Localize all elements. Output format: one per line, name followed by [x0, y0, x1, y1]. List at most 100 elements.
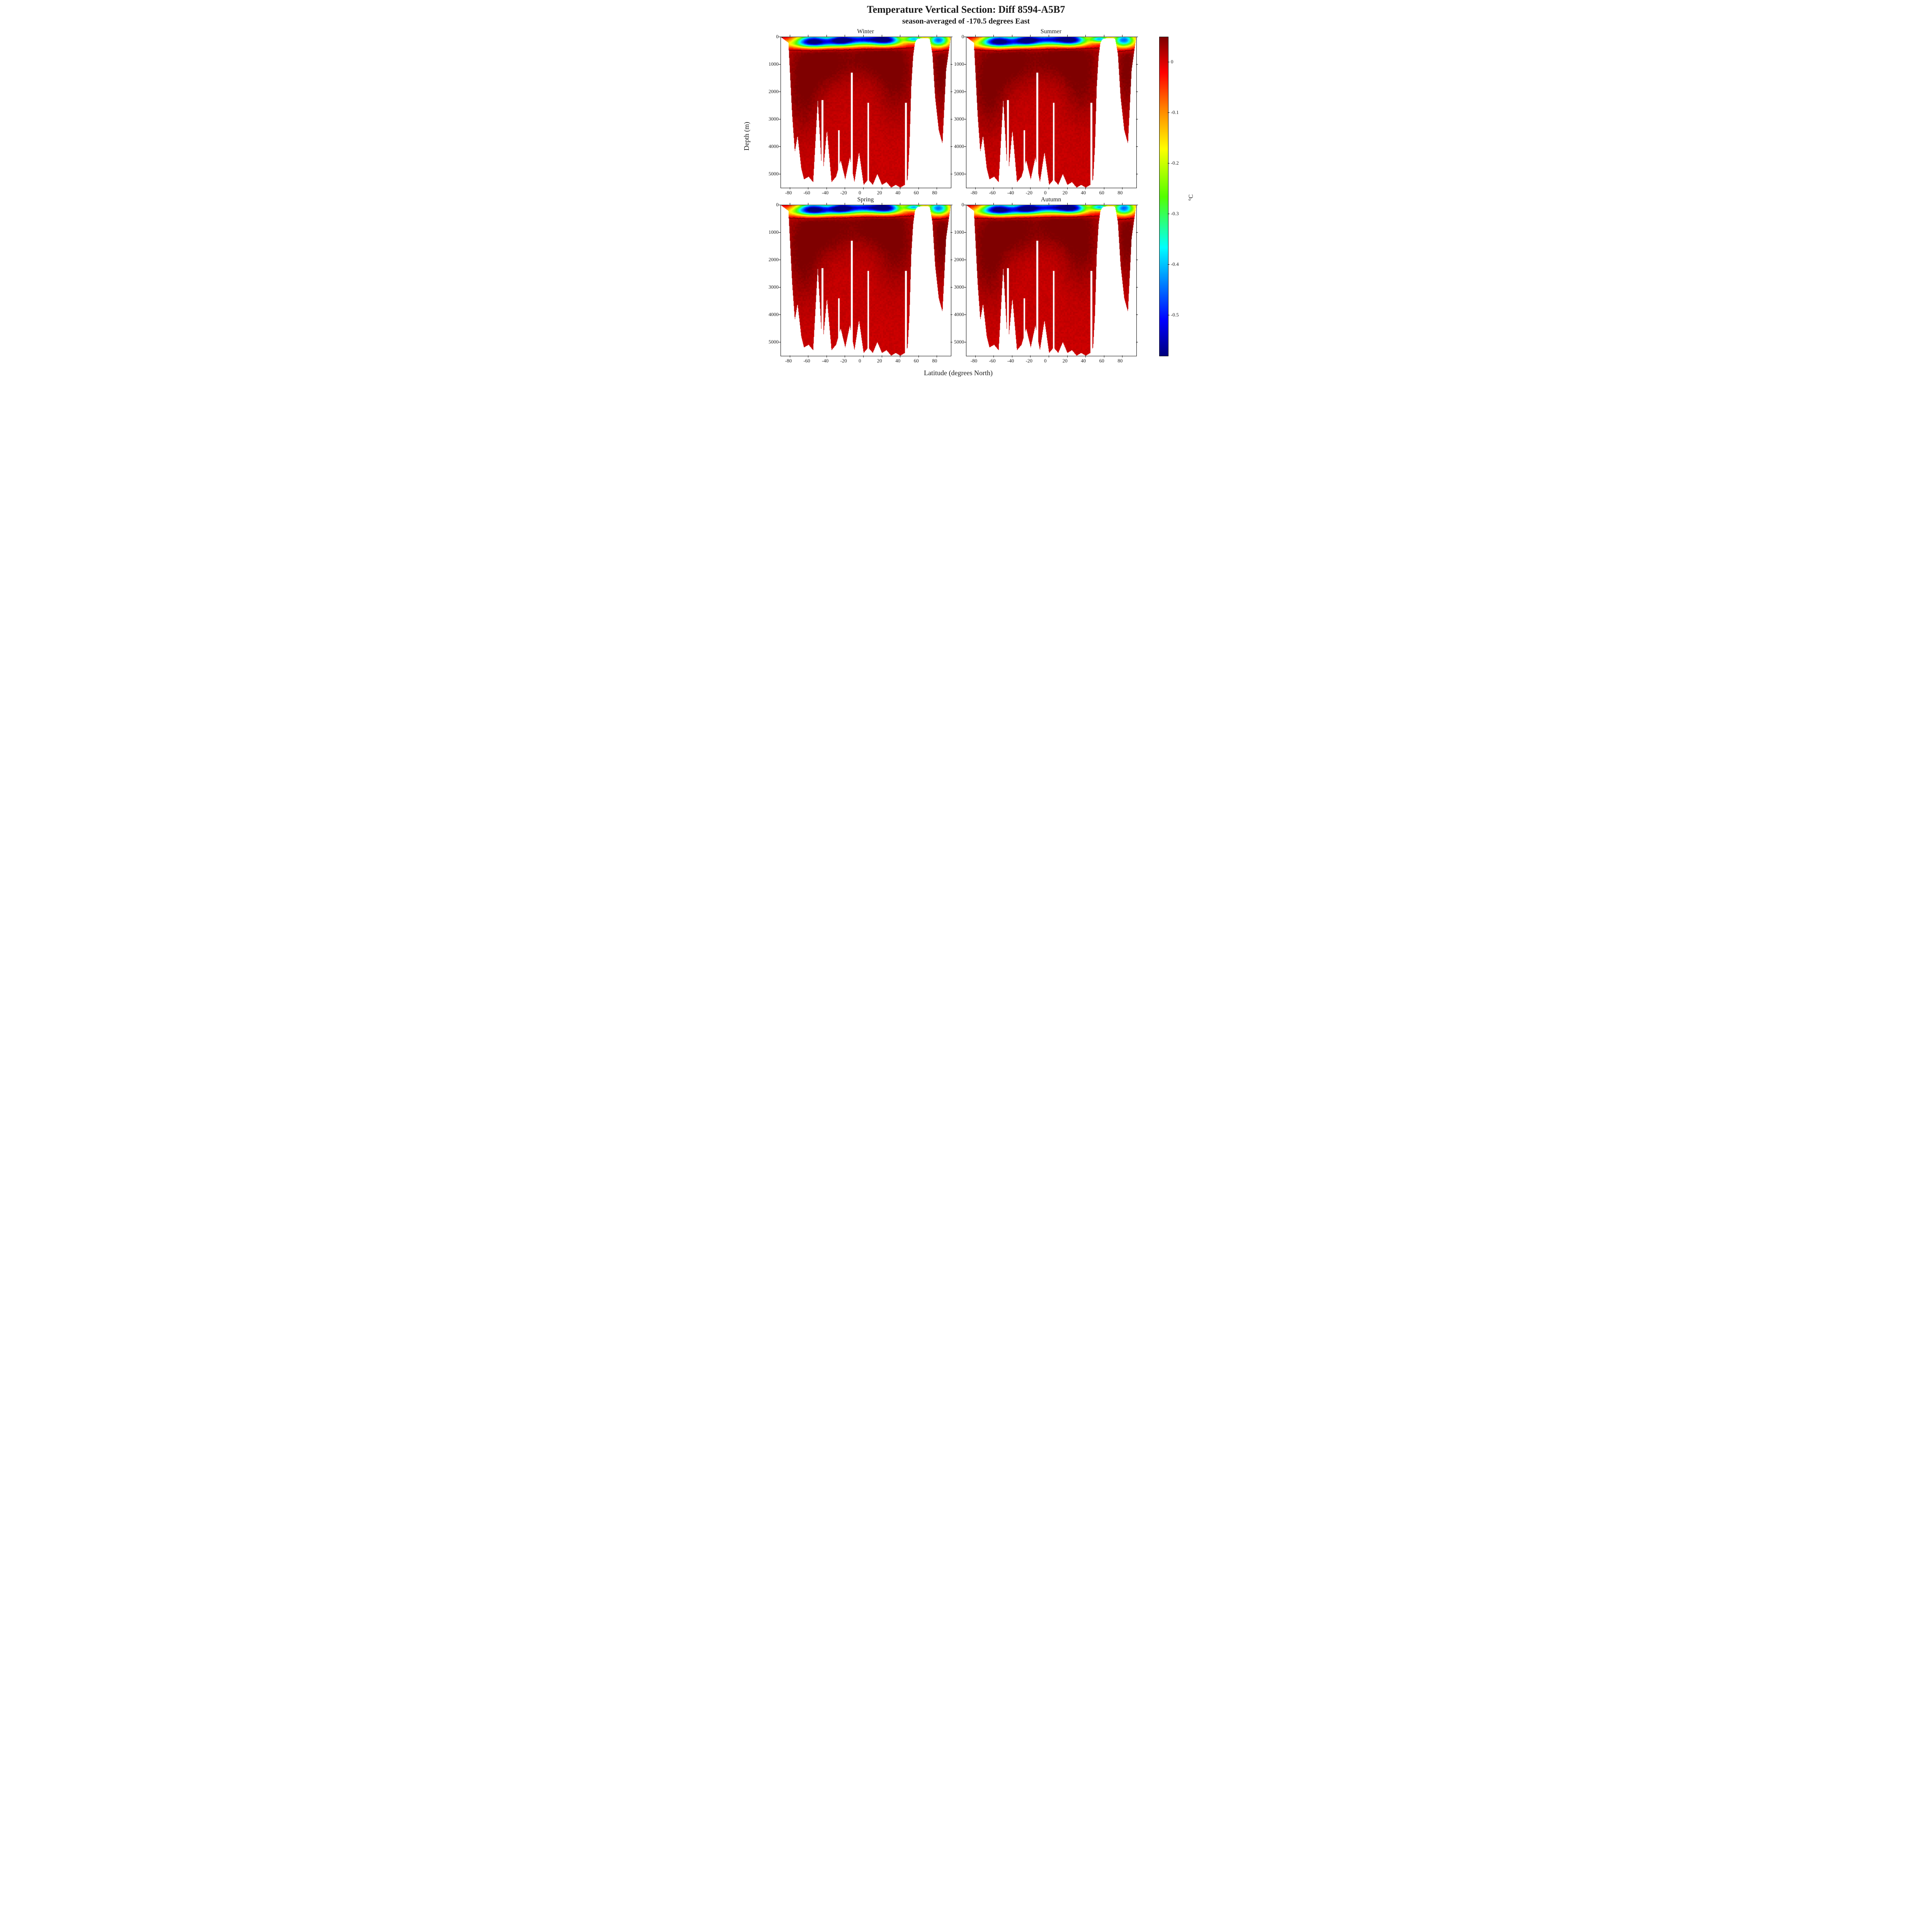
tick-mark — [1067, 35, 1068, 37]
x-tick-label: -60 — [989, 190, 995, 196]
x-tick-label: -60 — [803, 358, 810, 364]
tick-mark — [993, 187, 994, 189]
y-tick-label: 2000 — [949, 257, 964, 263]
tick-mark — [1085, 203, 1086, 205]
y-tick-label: 4000 — [949, 143, 964, 150]
figure-title: Temperature Vertical Section: Diff 8594-… — [734, 4, 1198, 15]
tick-mark — [975, 35, 976, 37]
y-tick-label: 1000 — [949, 61, 964, 67]
colorbar-label: °C — [1188, 194, 1195, 201]
x-tick-label: 60 — [914, 190, 919, 196]
tick-mark — [863, 187, 864, 189]
tick-mark — [918, 187, 919, 189]
y-axis-label: Depth (m) — [743, 0, 751, 296]
heatmap-panel — [781, 205, 951, 356]
panel-title: Autumn — [966, 196, 1136, 203]
tick-mark — [1067, 187, 1068, 189]
tick-mark — [964, 232, 966, 233]
tick-mark — [779, 64, 781, 65]
x-tick-label: 40 — [895, 190, 900, 196]
colorbar-tick-label: -0.5 — [1171, 312, 1179, 318]
x-tick-label: -40 — [822, 358, 828, 364]
x-tick-label: -80 — [971, 358, 977, 364]
y-tick-label: 5000 — [949, 171, 964, 177]
panel-title: Summer — [966, 28, 1136, 35]
y-tick-label: 5000 — [949, 339, 964, 345]
x-tick-label: 0 — [1044, 190, 1047, 196]
tick-mark — [1168, 264, 1170, 265]
tick-mark — [1168, 112, 1170, 113]
y-tick-label: 2000 — [763, 257, 779, 263]
tick-mark — [1030, 187, 1031, 189]
y-tick-label: 3000 — [949, 284, 964, 290]
x-tick-label: 60 — [1099, 190, 1104, 196]
tick-mark — [993, 35, 994, 37]
x-tick-label: -40 — [1007, 358, 1014, 364]
tick-mark — [1136, 64, 1138, 65]
x-tick-label: 20 — [1063, 190, 1068, 196]
tick-mark — [1136, 146, 1138, 147]
x-tick-label: -40 — [822, 190, 828, 196]
heatmap-panel — [966, 205, 1137, 356]
heatmap-panel — [781, 37, 951, 188]
y-tick-label: 0 — [949, 34, 964, 40]
x-tick-label: -60 — [803, 190, 810, 196]
x-tick-label: -80 — [785, 358, 792, 364]
y-tick-label: 4000 — [949, 311, 964, 318]
y-tick-label: 3000 — [763, 284, 779, 290]
tick-mark — [1136, 232, 1138, 233]
colorbar-tick-label: -0.4 — [1171, 261, 1179, 267]
x-tick-label: 20 — [877, 190, 882, 196]
x-tick-label: -80 — [971, 190, 977, 196]
colorbar-tick-label: -0.1 — [1171, 109, 1179, 116]
x-tick-label: 60 — [1099, 358, 1104, 364]
x-axis-label: Latitude (degrees North) — [781, 369, 1136, 377]
tick-mark — [1085, 355, 1086, 357]
x-tick-label: 80 — [1117, 358, 1122, 364]
tick-mark — [964, 146, 966, 147]
colorbar-tick-label: -0.3 — [1171, 211, 1179, 217]
panel-title: Winter — [781, 28, 951, 35]
y-tick-label: 3000 — [763, 116, 779, 122]
heatmap-panel — [966, 37, 1137, 188]
tick-mark — [779, 232, 781, 233]
y-tick-label: 2000 — [949, 88, 964, 95]
x-tick-label: -20 — [840, 190, 847, 196]
y-tick-label: 5000 — [763, 339, 779, 345]
colorbar — [1159, 37, 1168, 356]
tick-mark — [918, 35, 919, 37]
y-tick-label: 0 — [763, 202, 779, 208]
tick-mark — [1030, 35, 1031, 37]
x-tick-label: 80 — [1117, 190, 1122, 196]
tick-mark — [1067, 203, 1068, 205]
tick-mark — [975, 355, 976, 357]
y-tick-label: 4000 — [763, 143, 779, 150]
tick-mark — [964, 64, 966, 65]
tick-mark — [975, 203, 976, 205]
x-tick-label: 20 — [1063, 358, 1068, 364]
y-tick-label: 1000 — [763, 229, 779, 235]
tick-mark — [993, 355, 994, 357]
colorbar-tick-label: -0.2 — [1171, 160, 1179, 166]
tick-mark — [1030, 203, 1031, 205]
x-tick-label: 0 — [1044, 358, 1047, 364]
tick-mark — [1030, 355, 1031, 357]
tick-mark — [863, 203, 864, 205]
figure-subtitle: season-averaged of -170.5 degrees East — [734, 17, 1198, 26]
x-tick-label: 80 — [932, 358, 937, 364]
tick-mark — [779, 146, 781, 147]
tick-mark — [863, 355, 864, 357]
y-tick-label: 3000 — [949, 116, 964, 122]
x-tick-label: 80 — [932, 190, 937, 196]
tick-mark — [1085, 35, 1086, 37]
tick-mark — [993, 203, 994, 205]
tick-mark — [1067, 355, 1068, 357]
colorbar-tick-label: 0 — [1171, 59, 1173, 65]
panel-title: Spring — [781, 196, 951, 203]
tick-mark — [975, 187, 976, 189]
y-tick-label: 0 — [949, 202, 964, 208]
x-tick-label: 40 — [895, 358, 900, 364]
y-tick-label: 2000 — [763, 88, 779, 95]
y-tick-label: 1000 — [763, 61, 779, 67]
x-tick-label: 0 — [859, 358, 861, 364]
